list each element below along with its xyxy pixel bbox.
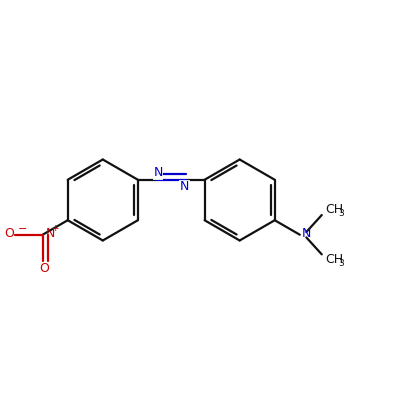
Text: N: N [46,227,55,240]
Text: +: + [52,224,59,233]
Text: 3: 3 [338,209,344,218]
Text: CH: CH [326,253,344,266]
Text: O: O [40,262,50,275]
Text: CH: CH [326,203,344,216]
Text: O: O [4,227,14,240]
Text: −: − [18,224,27,234]
Text: 3: 3 [338,259,344,268]
Text: N: N [302,228,311,240]
Text: N: N [180,180,189,193]
Text: N: N [154,166,163,179]
